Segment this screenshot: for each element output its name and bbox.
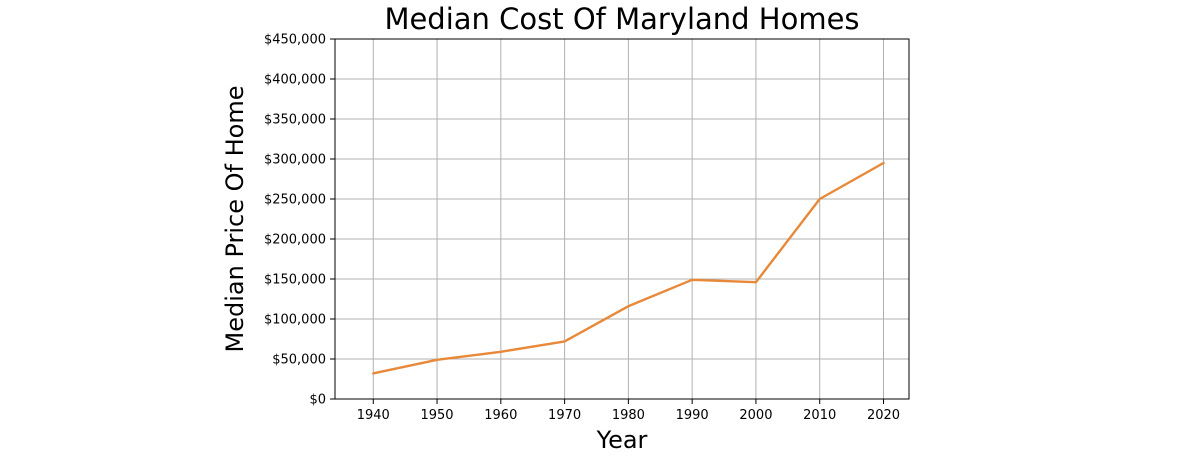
series-line [372, 161, 885, 375]
y-tick-label: $200,000 [264, 233, 326, 248]
grid [335, 38, 909, 400]
y-tick-label: $0 [309, 393, 326, 408]
plot-frame [334, 38, 910, 400]
chart-title: Median Cost Of Maryland Homes [384, 2, 859, 36]
x-tick-label: 2020 [867, 408, 900, 423]
y-tick-label: $250,000 [264, 193, 326, 208]
x-tick-label: 1980 [612, 408, 645, 423]
x-tick-label: 1950 [420, 408, 453, 423]
y-axis: $0 $50,000 $100,000 $150,000 $200,000 $250,00… [264, 33, 335, 408]
y-tick-label: $350,000 [264, 113, 326, 128]
y-tick-label: $50,000 [272, 353, 326, 368]
x-tick-label: 2000 [739, 408, 772, 423]
x-axis: 1940 1950 1960 1970 1980 1990 2000 2010 2020 [357, 399, 900, 423]
x-tick-label: 1940 [357, 408, 390, 423]
y-axis-label: Median Price Of Home [221, 86, 249, 353]
y-tick-label: $100,000 [264, 313, 326, 328]
x-tick-label: 1990 [676, 408, 709, 423]
y-tick-label: $150,000 [264, 273, 326, 288]
series-layer [372, 161, 885, 375]
x-tick-label: 1970 [548, 408, 581, 423]
x-tick-label: 1960 [484, 408, 517, 423]
y-tick-label: $450,000 [264, 33, 326, 48]
y-tick-label: $400,000 [264, 73, 326, 88]
x-axis-label: Year [596, 426, 648, 454]
x-tick-label: 2010 [803, 408, 836, 423]
y-tick-label: $300,000 [264, 153, 326, 168]
